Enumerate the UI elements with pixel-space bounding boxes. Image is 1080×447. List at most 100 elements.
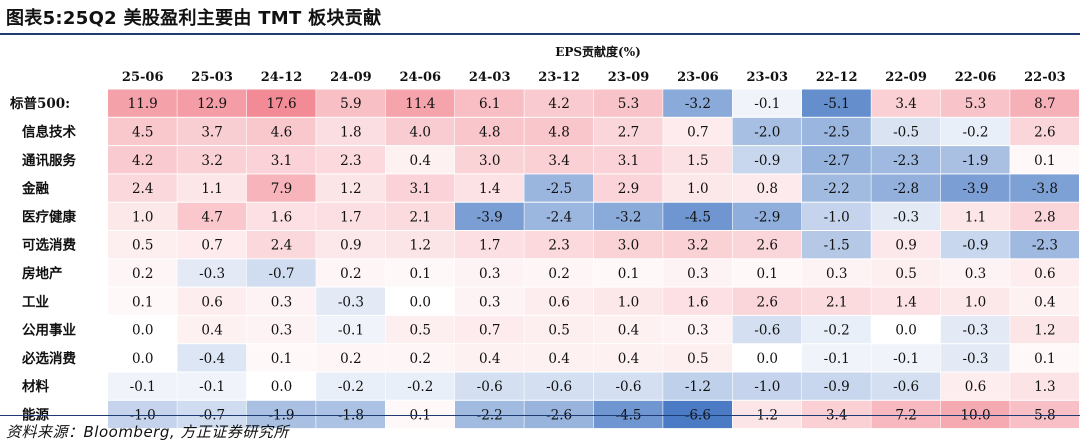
cell-value: 3.0 [479,153,500,169]
cell-value: 0.0 [271,379,292,395]
cell-value: 4.8 [548,124,569,140]
cell-value: 0.4 [479,351,500,367]
cell-value: 0.3 [271,294,292,310]
cell-value: -3.8 [1032,181,1058,197]
heatmap-cell [108,146,177,174]
cell-value: -0.2 [824,323,850,339]
cell-value: 8.7 [1034,96,1055,112]
cell-value: -2.0 [754,124,780,140]
heatmap-cell [593,259,663,287]
cell-value: 1.0 [618,294,639,310]
cell-value: -2.2 [824,181,850,197]
cell-value: 0.0 [132,351,153,367]
cell-value: 0.1 [410,266,431,282]
cell-value: 0.2 [410,351,431,367]
cell-value: 0.0 [757,351,778,367]
heatmap-cell [316,89,385,117]
cell-value: 12.9 [197,96,227,112]
cell-value: 17.6 [266,96,296,112]
heatmap-cell [385,146,455,174]
cell-value: 0.2 [548,266,569,282]
heatmap-cell [385,202,455,230]
heatmap-cell [663,146,732,174]
heatmap-cell [732,315,802,344]
heatmap-cell [732,117,802,146]
heatmap-cell [455,372,524,400]
cell-value: -1.0 [754,379,780,395]
heatmap-cell [663,344,732,372]
heatmap-cell [455,400,524,429]
cell-value: -2.5 [824,124,850,140]
heatmap-cell [871,146,941,174]
heatmap-cell [1010,117,1079,146]
cell-value: 2.4 [132,181,153,197]
heatmap-cell [177,287,247,315]
heatmap-cell [385,400,455,429]
cell-value: 2.3 [548,238,569,254]
cell-value: 3.2 [687,238,708,254]
cell-value: 3.4 [548,153,569,169]
cell-value: 0.1 [1034,153,1055,169]
cell-value: -1.5 [824,238,850,254]
heatmap-cell [524,231,594,259]
cell-value: 3.0 [618,238,639,254]
heatmap-cell [246,89,316,117]
cell-value: -0.1 [130,379,156,395]
heatmap-cell [593,231,663,259]
heatmap-cell [455,174,524,202]
heatmap-cell [524,315,594,344]
cell-value: 1.0 [965,294,986,310]
heatmap-cell [108,315,177,344]
cell-value: 2.9 [618,181,639,197]
row-label: 标普500: [9,95,70,112]
cell-value: -0.7 [268,266,294,282]
heatmap-cell [316,117,385,146]
heatmap-cell [732,287,802,315]
cell-value: 0.7 [687,124,708,140]
heatmap-cell [663,315,732,344]
heatmap-cell [177,372,247,400]
heatmap-cell [246,315,316,344]
heatmap-cell [802,259,871,287]
cell-value: 5.3 [965,96,986,112]
heatmap-cell [802,117,871,146]
heatmap-cell [1010,146,1079,174]
heatmap-cell [316,146,385,174]
heatmap-cell [316,202,385,230]
cell-value: 1.6 [271,209,292,225]
cell-value: 0.1 [757,266,778,282]
heatmap-cell [593,89,663,117]
heatmap-cell [732,202,802,230]
heatmap-cell [385,174,455,202]
cell-value: 0.5 [410,323,431,339]
heatmap-cell [524,202,594,230]
heatmap-cell [802,400,871,429]
cell-value: 4.2 [132,153,153,169]
cell-value: 2.6 [757,294,778,310]
column-header: 22-03 [1024,70,1066,85]
heatmap-cell [940,400,1010,429]
heatmap-cell [593,202,663,230]
cell-value: 0.0 [895,323,916,339]
heatmap-cell [802,231,871,259]
heatmap-cell [732,400,802,429]
column-header: 23-06 [677,70,719,85]
row-label: 材料 [22,378,49,395]
cell-value: -3.2 [685,96,711,112]
cell-value: 3.4 [895,96,916,112]
cell-value: 0.6 [201,294,222,310]
cell-value: -2.9 [754,209,780,225]
cell-value: 1.1 [201,181,222,197]
heatmap-cell [663,287,732,315]
cell-value: 0.8 [757,181,778,197]
heatmap-cell [455,287,524,315]
cell-value: 2.1 [410,209,431,225]
heatmap-cell [663,117,732,146]
cell-value: -0.6 [893,379,919,395]
cell-value: 0.2 [340,266,361,282]
heatmap-cell [108,202,177,230]
heatmap-cell [246,344,316,372]
cell-value: 1.0 [132,209,153,225]
heatmap-cell [108,372,177,400]
